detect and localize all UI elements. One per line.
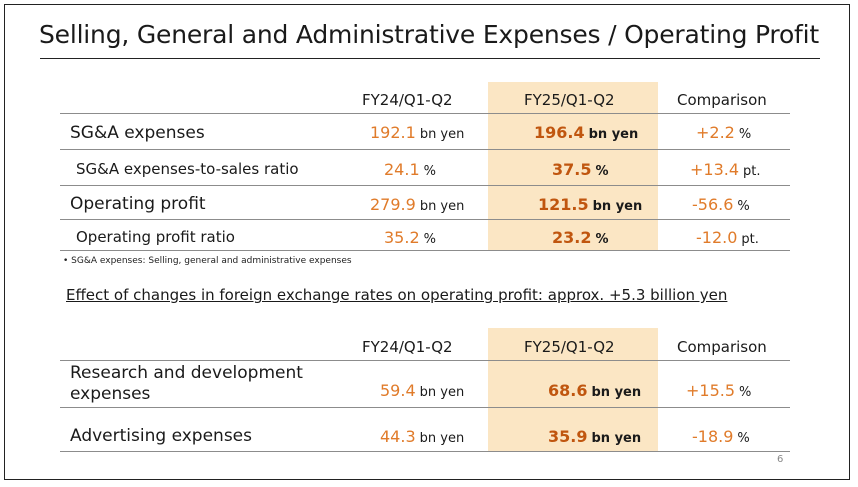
unit: pt. xyxy=(743,164,761,179)
unit: % xyxy=(595,232,609,247)
comparison-value: -18.9 xyxy=(692,427,734,446)
fy24-value: 24.1 xyxy=(384,160,420,179)
fy25-value: 35.9 xyxy=(548,427,588,446)
row-label: SG&A expenses xyxy=(70,123,205,143)
table-row: Research and development expenses 59.4 bn… xyxy=(60,361,790,408)
row-label: Advertising expenses xyxy=(70,426,252,446)
unit: bn yen xyxy=(588,127,639,142)
comparison-value: +2.2 xyxy=(696,123,735,142)
fx-effect-note: Effect of changes in foreign exchange ra… xyxy=(66,286,728,304)
header-comparison: Comparison xyxy=(677,338,767,356)
row-label: Operating profit ratio xyxy=(76,228,235,246)
row-label: SG&A expenses-to-sales ratio xyxy=(76,160,299,178)
table-header-row: FY24/Q1-Q2 FY25/Q1-Q2 Comparison xyxy=(60,82,790,114)
header-fy24: FY24/Q1-Q2 xyxy=(362,91,453,109)
unit: % xyxy=(423,164,436,179)
unit: % xyxy=(738,127,752,142)
table-row: SG&A expenses-to-sales ratio 24.1% 37.5%… xyxy=(60,150,790,186)
header-comparison: Comparison xyxy=(677,91,767,109)
table-row: Operating profit 279.9 bn yen 121.5 bn yen… xyxy=(60,186,790,220)
title-underline xyxy=(40,58,820,59)
row-label: Research and development expenses xyxy=(70,363,303,405)
fy25-column-highlight-1 xyxy=(488,82,658,250)
row-label-line1: Research and development xyxy=(70,363,303,383)
fy25-value: 196.4 xyxy=(534,123,585,142)
unit: bn yen xyxy=(591,431,642,446)
unit: % xyxy=(737,431,750,446)
unit: bn yen xyxy=(419,199,465,214)
fy25-value: 23.2 xyxy=(552,228,592,247)
table-row: Advertising expenses 44.3 bn yen 35.9 bn y… xyxy=(60,408,790,452)
table-row: Operating profit ratio 35.2% 23.2% -12.0… xyxy=(60,220,790,251)
slide-frame xyxy=(4,4,850,480)
fy24-value: 279.9 xyxy=(370,195,416,214)
fy25-value: 121.5 xyxy=(538,195,589,214)
page-number: 6 xyxy=(777,454,784,465)
unit: bn yen xyxy=(419,431,465,446)
row-label-line2: expenses xyxy=(70,384,151,404)
unit: bn yen xyxy=(419,385,465,400)
unit: % xyxy=(737,199,750,214)
header-fy25: FY25/Q1-Q2 xyxy=(524,91,615,109)
row-label: Operating profit xyxy=(70,194,206,214)
footnote: • SG&A expenses: Selling, general and ad… xyxy=(63,256,352,266)
table-header-row: FY24/Q1-Q2 FY25/Q1-Q2 Comparison xyxy=(60,328,790,361)
unit: bn yen xyxy=(591,385,642,400)
fy24-value: 59.4 xyxy=(380,381,416,400)
unit: bn yen xyxy=(592,199,643,214)
comparison-value: +13.4 xyxy=(690,160,740,179)
unit: bn yen xyxy=(419,127,465,142)
unit: % xyxy=(739,385,752,400)
fy24-value: 192.1 xyxy=(370,123,416,142)
comparison-value: +15.5 xyxy=(686,381,736,400)
fy25-value: 37.5 xyxy=(552,160,592,179)
page-title: Selling, General and Administrative Expe… xyxy=(38,20,820,49)
comparison-value: -56.6 xyxy=(692,195,734,214)
unit: pt. xyxy=(741,232,759,247)
comparison-value: -12.0 xyxy=(696,228,738,247)
fy24-value: 35.2 xyxy=(384,228,420,247)
header-fy24: FY24/Q1-Q2 xyxy=(362,338,453,356)
unit: % xyxy=(423,232,436,247)
header-fy25: FY25/Q1-Q2 xyxy=(524,338,615,356)
fy25-value: 68.6 xyxy=(548,381,588,400)
fy24-value: 44.3 xyxy=(380,427,416,446)
unit: % xyxy=(595,164,609,179)
fy25-column-highlight-2 xyxy=(488,328,658,452)
table-row: SG&A expenses 192.1 bn yen 196.4 bn yen +2… xyxy=(60,114,790,150)
